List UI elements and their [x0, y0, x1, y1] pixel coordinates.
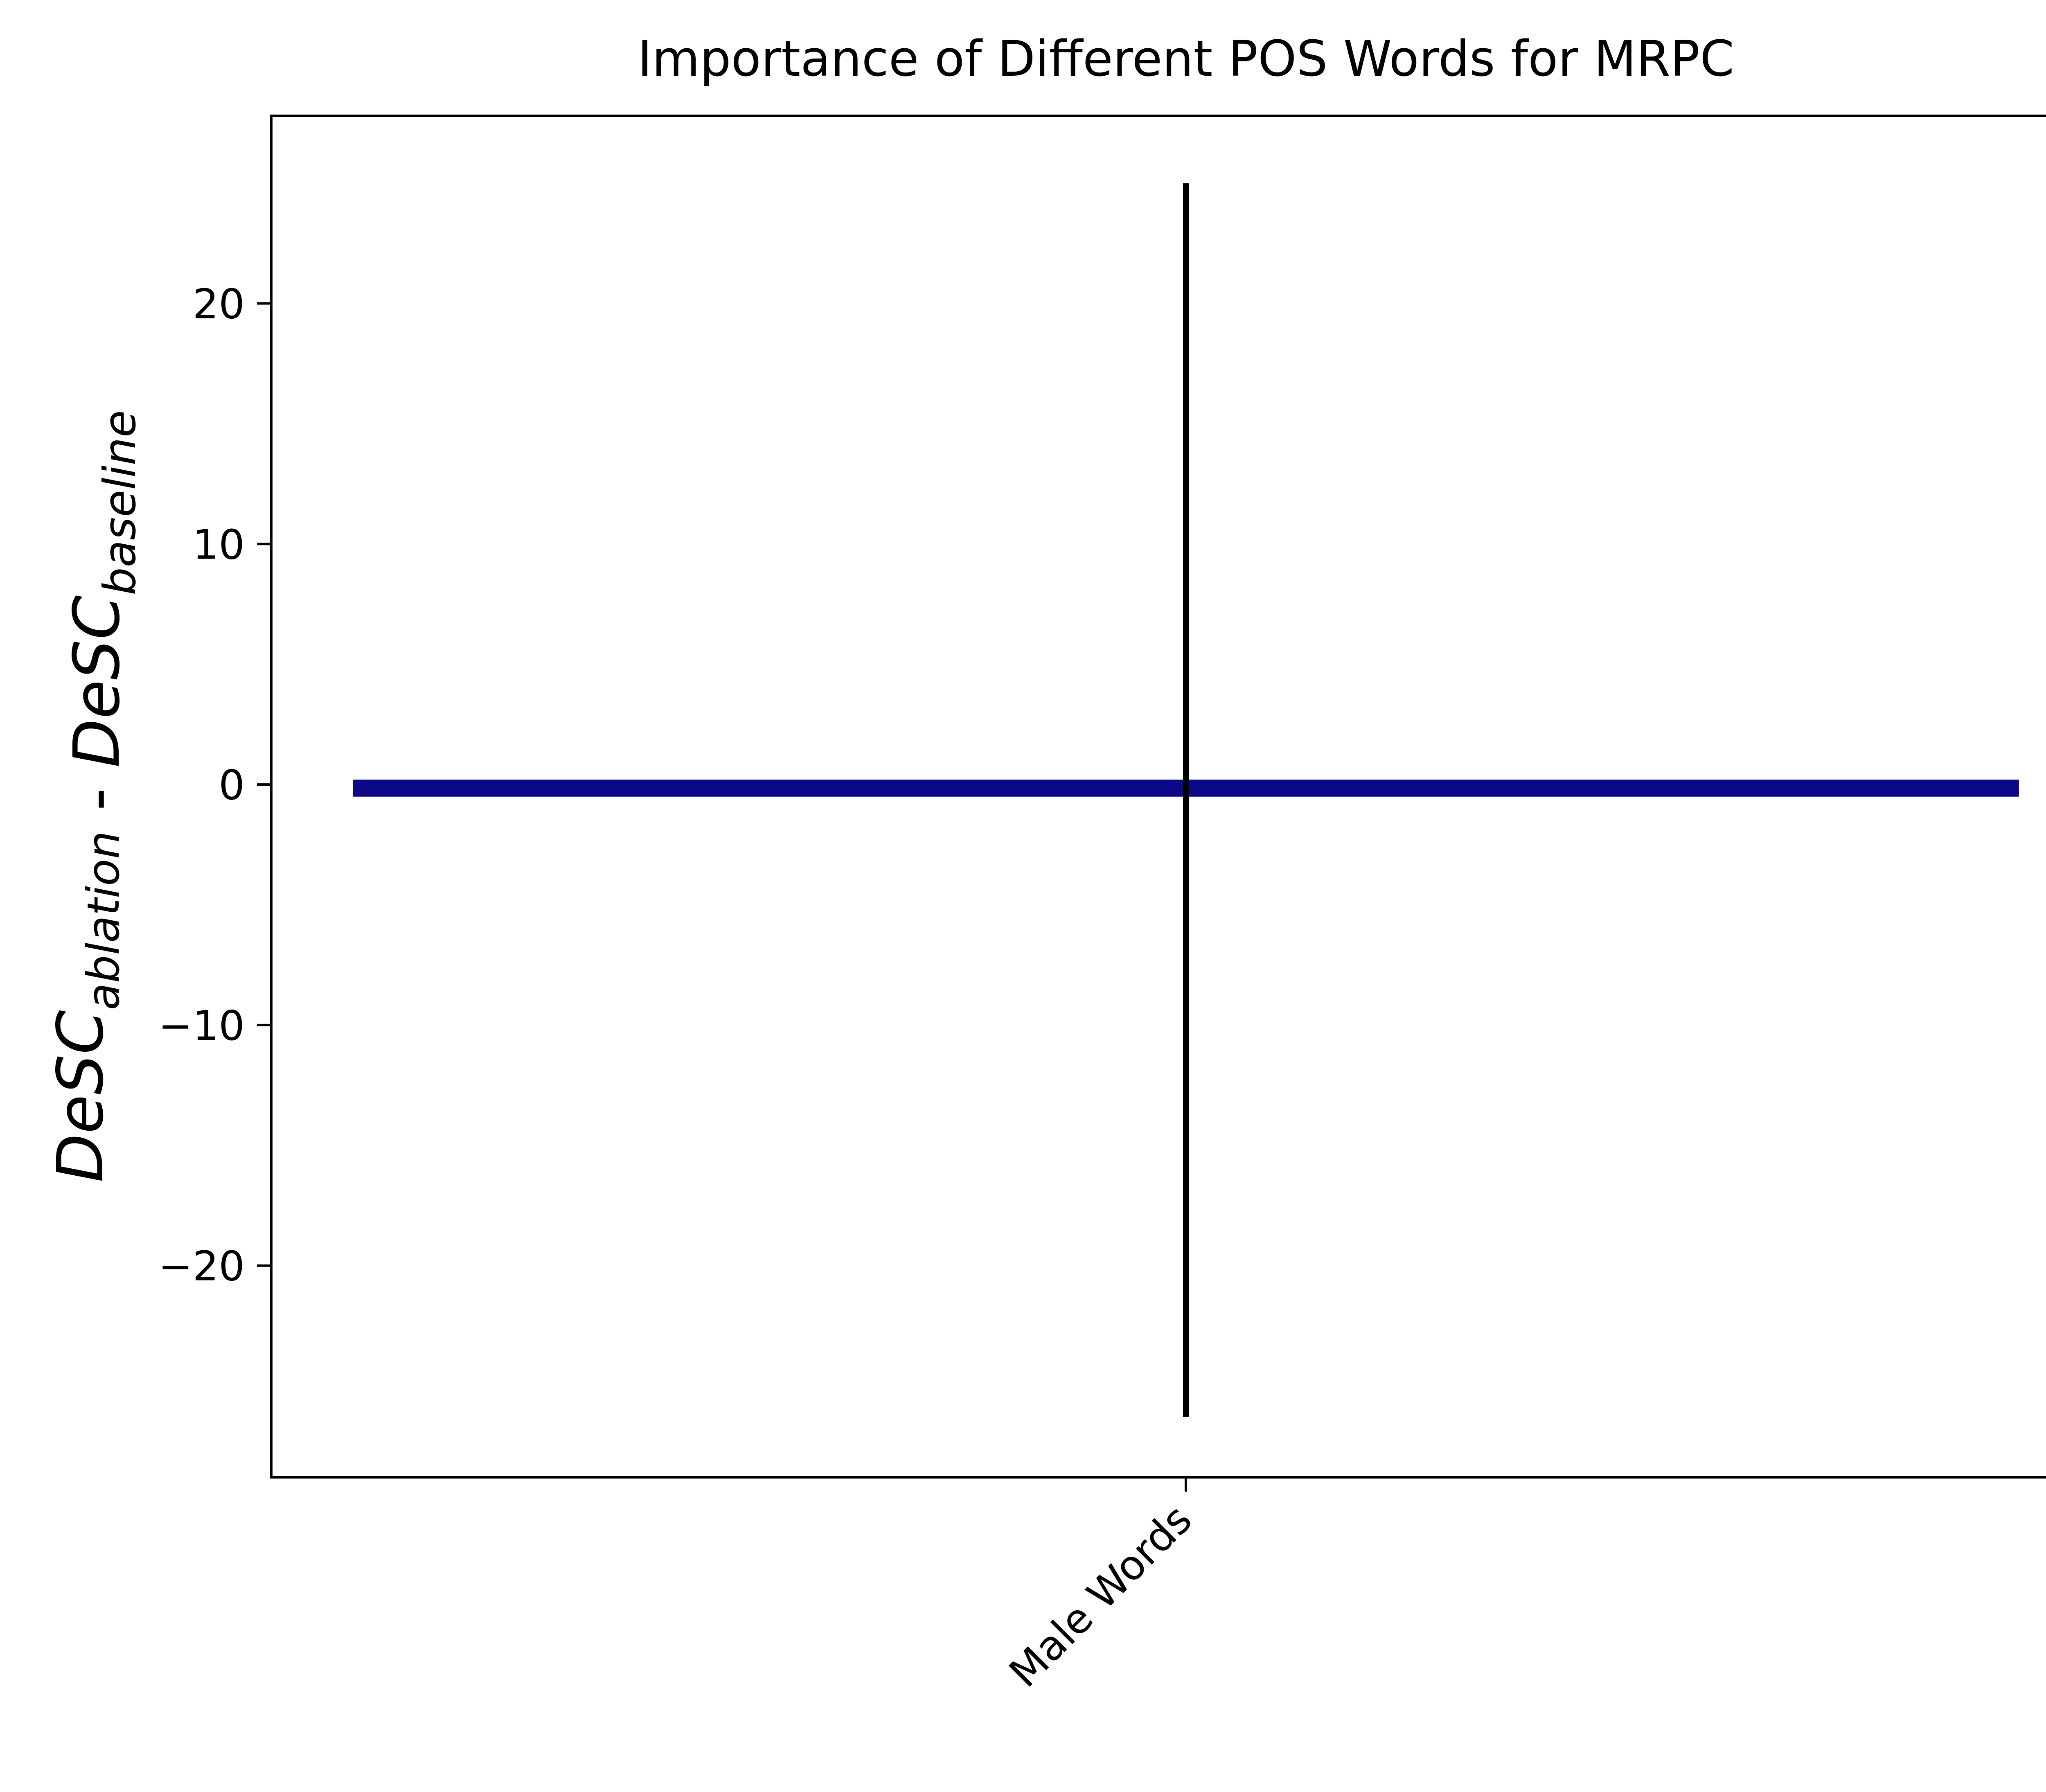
x-tick-label: Male Words	[1000, 1495, 1201, 1696]
y-tick-label: 0	[219, 761, 245, 809]
y-tick-label: 10	[193, 521, 245, 568]
y-axis-label: DeSCablation - DeSCbaseline	[43, 410, 146, 1182]
y-tick-label: −20	[158, 1242, 245, 1290]
y-axis: 20 10 0 −10 −20	[158, 280, 271, 1290]
x-axis: Male Words	[1000, 1477, 1201, 1697]
y-tick-label: −10	[158, 1002, 245, 1050]
y-tick-label: 20	[193, 280, 245, 328]
chart-title: Importance of Different POS Words for MR…	[638, 31, 1734, 88]
